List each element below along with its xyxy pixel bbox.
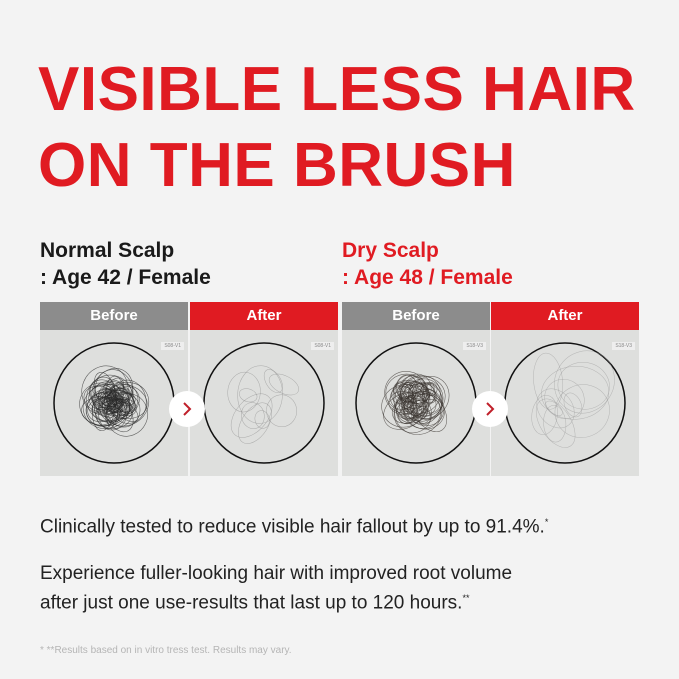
hair-photo: S18-V3 xyxy=(342,330,490,476)
chevron-right-icon xyxy=(169,391,205,427)
normal-after-panel: After S08-V1 xyxy=(190,302,338,476)
hair-photo: S08-V1 xyxy=(190,330,338,476)
claim-volume: Experience fuller-looking hair with impr… xyxy=(40,563,513,614)
normal-before-panel: Before S08-V1 xyxy=(40,302,188,476)
headline: VISIBLE LESS HAIR ON THE BRUSH xyxy=(38,55,636,200)
claim-fallout: Clinically tested to reduce visible hair… xyxy=(40,516,549,538)
dry-before-panel: Before S18-V3 xyxy=(342,302,490,476)
normal-scalp-caption: Normal Scalp: Age 42 / Female xyxy=(40,239,211,289)
footnote: * **Results based on in vitro tress test… xyxy=(40,645,292,656)
dry-scalp-caption: Dry Scalp: Age 48 / Female xyxy=(342,239,513,289)
dry-after-panel: After S18-V3 xyxy=(491,302,639,476)
chevron-right-icon xyxy=(472,391,508,427)
hair-photo: S08-V1 xyxy=(40,330,188,476)
hair-photo: S18-V3 xyxy=(491,330,639,476)
